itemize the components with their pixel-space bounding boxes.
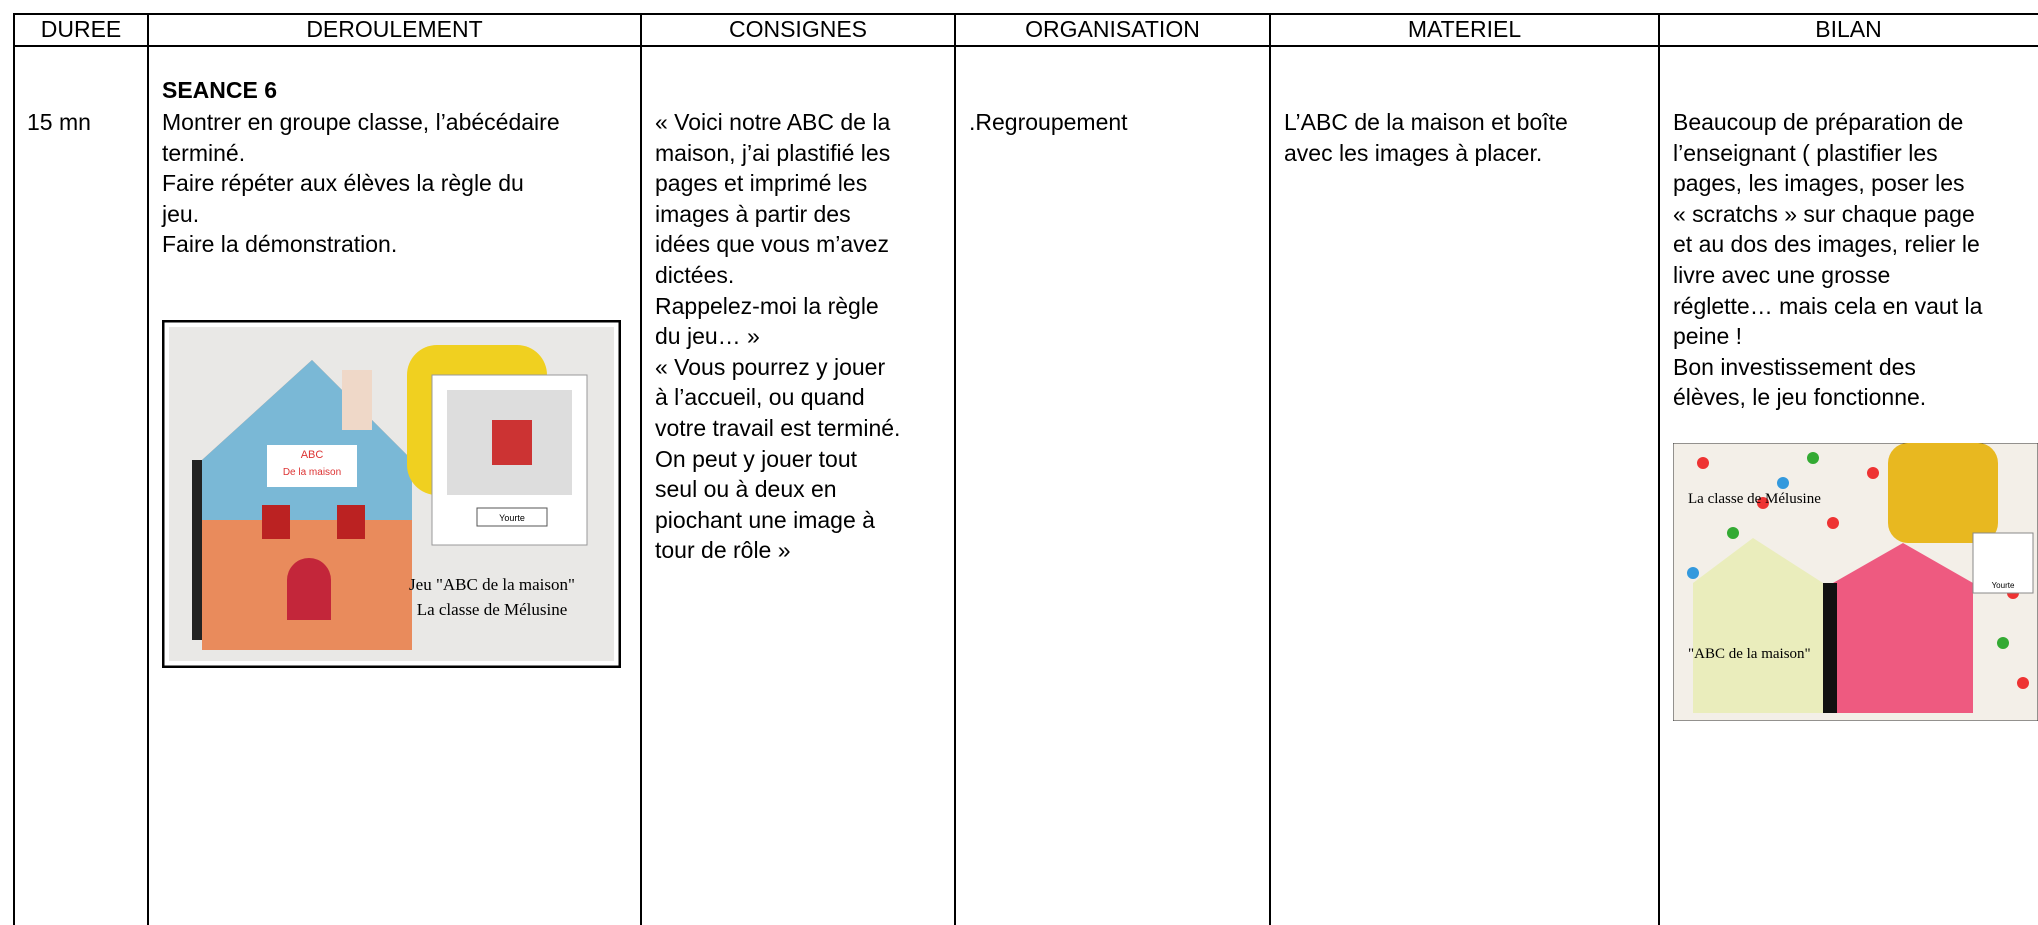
photo-text: De la maison <box>283 467 341 478</box>
photo-text: Jeu "ABC de la maison" <box>409 575 575 594</box>
cell-line: élèves, le jeu fonctionne. <box>1673 384 1927 411</box>
cell-line: et au dos des images, relier le <box>1673 231 1980 258</box>
cell-line: à l’accueil, ou quand <box>655 384 865 411</box>
column-rule <box>1658 13 1660 925</box>
cell-line: pages et imprimé les <box>655 170 868 197</box>
cell-line: terminé. <box>162 139 246 166</box>
cell-line: pages, les images, poser les <box>1673 170 1965 197</box>
cell-line: Beaucoup de préparation de <box>1673 109 1964 135</box>
cell-line: « scratchs » sur chaque page <box>1673 200 1975 227</box>
cell-line: « Voici notre ABC de la <box>655 109 891 135</box>
column-rule <box>1269 13 1271 925</box>
cell-line: piochant une image à <box>655 506 875 533</box>
cell-line: On peut y jouer tout <box>655 445 858 472</box>
column-rule <box>13 13 15 925</box>
session-title: SEANCE 6 <box>162 77 278 103</box>
cell-line: Faire la démonstration. <box>162 231 398 258</box>
cell-line: du jeu… » <box>655 323 760 350</box>
cell-line: L’ABC de la maison et boîte <box>1284 109 1568 135</box>
photo-text: ABC <box>301 449 324 461</box>
photo-text: Yourte <box>499 513 525 523</box>
photo-text: "ABC de la maison" <box>1688 646 1811 662</box>
cell-line: images à partir des <box>655 200 851 227</box>
cell-line: livre avec une grosse <box>1673 262 1891 288</box>
column-rule <box>640 13 642 925</box>
cell-line: maison, j’ai plastifié les <box>655 139 891 166</box>
column-header: MATERIEL <box>1407 16 1522 42</box>
column-rule <box>147 13 149 925</box>
cell-line: peine ! <box>1673 323 1743 350</box>
photo-text: La classe de Mélusine <box>417 600 568 619</box>
cell-line: dictées. <box>655 262 735 288</box>
photo-abc-book: ABC De la maison Yourte Jeu "ABC de la m… <box>162 320 621 668</box>
cell-line: 15 mn <box>27 109 91 135</box>
cell-line: avec les images à placer. <box>1284 139 1543 166</box>
column-header: DEROULEMENT <box>306 16 483 42</box>
photo-game-bilan: Yourte La classe de Mélusine "ABC de la … <box>1673 443 2038 721</box>
cell-line: Montrer en groupe classe, l’abécédaire <box>162 109 560 135</box>
column-header: CONSIGNES <box>728 16 868 42</box>
column-header: BILAN <box>1815 16 1882 42</box>
column-header: DUREE <box>40 16 122 42</box>
cell-line: .Regroupement <box>969 109 1128 135</box>
cell-line: Rappelez-moi la règle <box>655 292 879 319</box>
cell-line: idées que vous m’avez <box>655 231 889 258</box>
column-header: ORGANISATION <box>1025 16 1200 42</box>
photo-text: La classe de Mélusine <box>1688 491 1821 507</box>
column-rule <box>954 13 956 925</box>
cell-line: seul ou à deux en <box>655 476 837 503</box>
row-rule <box>13 13 2038 15</box>
cell-line: l’enseignant ( plastifier les <box>1673 139 1938 166</box>
cell-line: Faire répéter aux élèves la règle du <box>162 170 524 197</box>
cell-line: tour de rôle » <box>655 537 791 564</box>
cell-line: jeu. <box>162 200 200 227</box>
cell-line: réglette… mais cela en vaut la <box>1673 292 1983 319</box>
row-rule <box>13 45 2038 47</box>
cell-line: Bon investissement des <box>1673 353 1916 380</box>
cell-line: votre travail est terminé. <box>655 415 901 441</box>
photo-text: Yourte <box>1992 581 2015 590</box>
cell-line: « Vous pourrez y jouer <box>655 353 886 380</box>
